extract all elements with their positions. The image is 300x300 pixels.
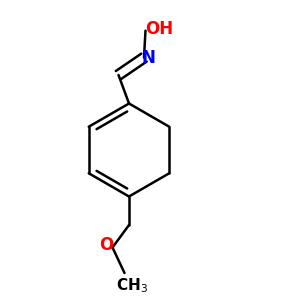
Text: OH: OH [145,20,173,38]
Text: O: O [99,236,114,254]
Text: N: N [142,49,156,67]
Text: CH$_3$: CH$_3$ [116,276,148,295]
